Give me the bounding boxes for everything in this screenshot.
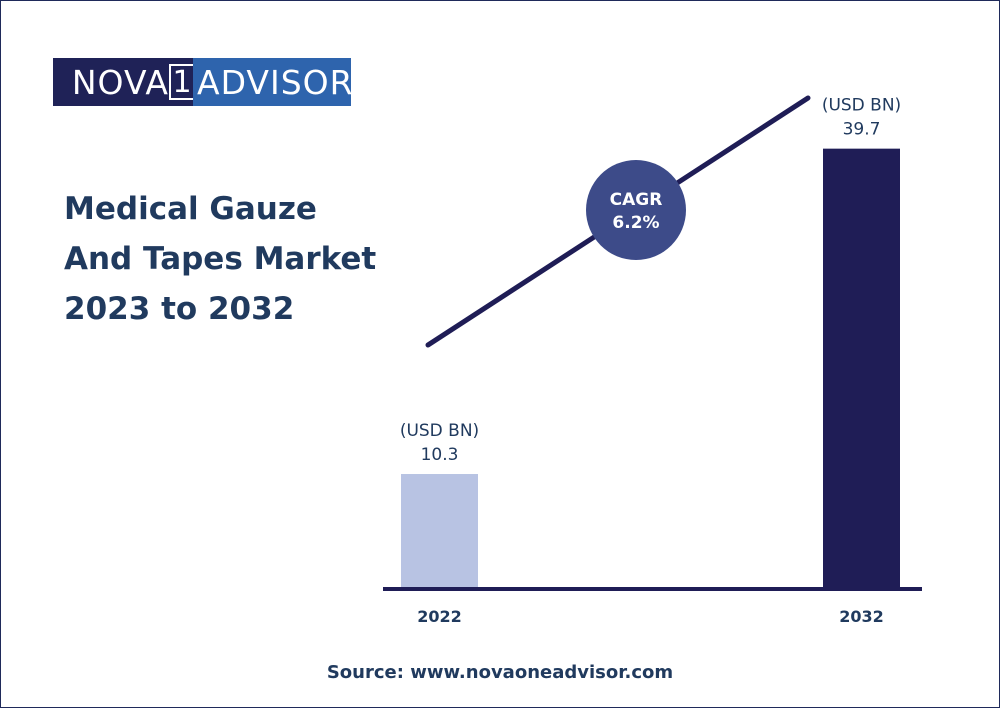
chart-title: Medical Gauze And Tapes Market 2023 to 2… (64, 184, 384, 334)
cagr-circle (586, 160, 686, 260)
x-tick-label-2032: 2032 (839, 607, 884, 626)
value-label-2032: 39.7 (843, 120, 881, 140)
bar-2022 (401, 474, 478, 588)
x-tick-label-2022: 2022 (417, 607, 462, 626)
title-line-3: 2023 to 2032 (64, 291, 295, 327)
bar-2032 (823, 148, 900, 589)
logo-text-advisor: ADVISOR (193, 58, 353, 106)
bars-layer: (USD BN) 10.3 2022 (USD BN) 39.7 2032 (400, 96, 901, 626)
unit-label-2022: (USD BN) (400, 421, 479, 441)
cagr-value: 6.2% (612, 213, 659, 233)
nova-one-advisor-logo: NOVA 1 ADVISOR (53, 58, 353, 106)
title-line-1: Medical Gauze (64, 191, 317, 227)
logo-text-nova: NOVA (53, 58, 171, 106)
cagr-label: CAGR (610, 190, 663, 210)
unit-label-2032: (USD BN) (822, 96, 901, 116)
title-line-2: And Tapes Market (64, 241, 377, 277)
source-text: Source: www.novaoneadvisor.com (326, 662, 674, 683)
logo-box-one: 1 (169, 58, 195, 106)
value-label-2022: 10.3 (421, 445, 459, 465)
